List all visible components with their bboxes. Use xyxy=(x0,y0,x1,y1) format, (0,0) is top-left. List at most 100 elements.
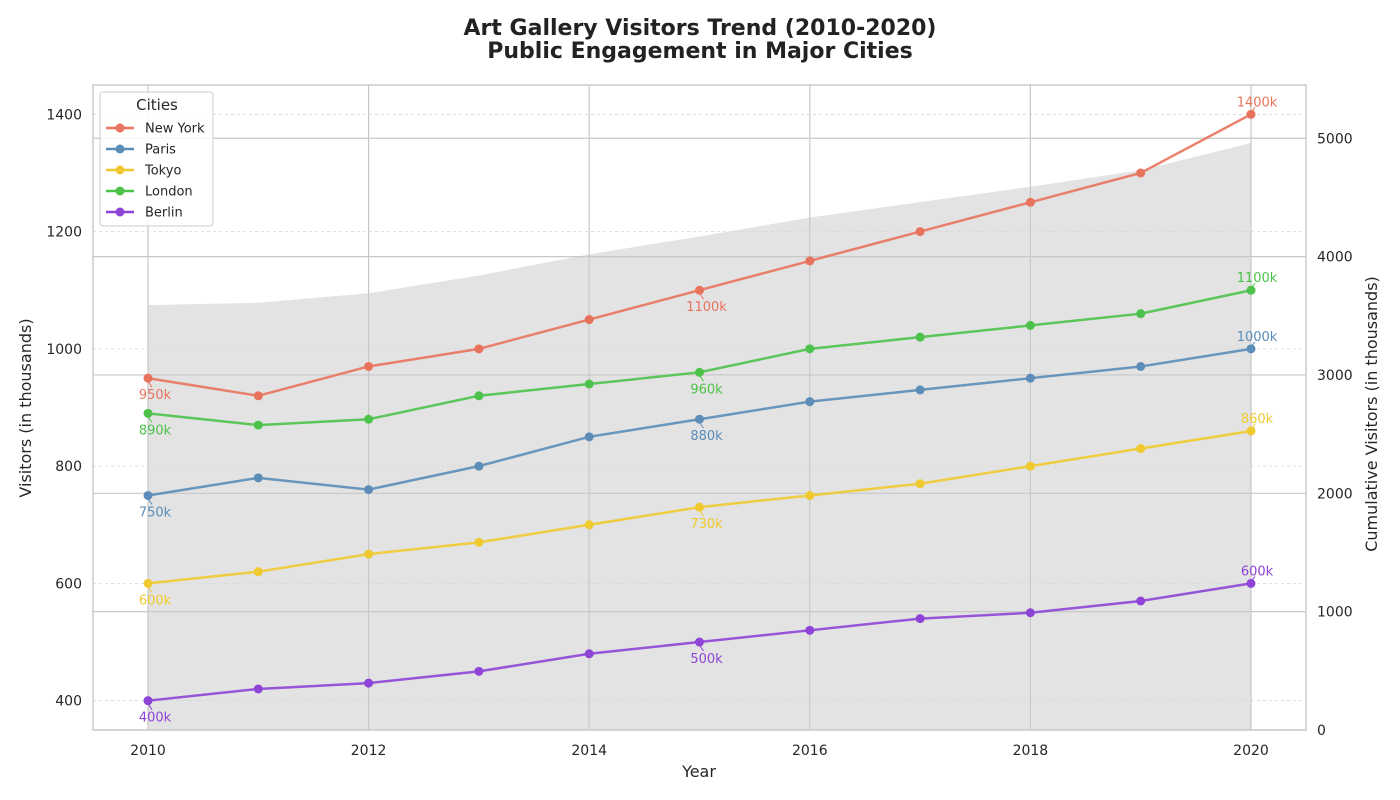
data-point-paris xyxy=(143,490,153,500)
y-tick-label: 1200 xyxy=(46,225,82,241)
y-tick-label: 600 xyxy=(55,576,82,592)
y2-axis-label: Cumulative Visitors (in thousands) xyxy=(1362,276,1381,552)
data-point-new-york xyxy=(1136,168,1146,178)
data-label: 960k xyxy=(690,382,723,397)
data-point-new-york xyxy=(1246,109,1256,119)
data-point-new-york xyxy=(474,344,484,354)
annotation-arrow xyxy=(699,292,704,300)
y2-tick-label: 3000 xyxy=(1317,368,1353,384)
data-point-berlin xyxy=(1246,578,1256,588)
legend-swatch-marker xyxy=(115,144,125,154)
legend-title: Cities xyxy=(136,96,178,114)
data-point-new-york xyxy=(253,391,263,401)
data-point-new-york xyxy=(1025,197,1035,207)
y-axis-label: Visitors (in thousands) xyxy=(16,318,35,497)
data-point-tokyo xyxy=(584,520,594,530)
data-point-berlin xyxy=(1025,608,1035,618)
annotation-arrow xyxy=(1250,107,1256,113)
annotation-arrow xyxy=(1250,341,1256,348)
data-label: 1000k xyxy=(1237,330,1278,345)
data-point-tokyo xyxy=(915,479,925,489)
data-point-new-york xyxy=(584,315,594,325)
data-point-berlin xyxy=(695,637,704,647)
legend: Cities New York Paris Tokyo London Berlin xyxy=(99,91,214,227)
data-point-london xyxy=(253,420,263,430)
annotation-arrow xyxy=(147,498,153,505)
annotation-arrow xyxy=(699,644,704,652)
data-point-new-york xyxy=(143,373,153,383)
annotation-arrow xyxy=(1250,576,1256,582)
annotation-arrow xyxy=(699,421,704,429)
data-label: 500k xyxy=(690,652,723,667)
legend-label-paris: Paris xyxy=(145,143,176,158)
data-point-london xyxy=(915,332,925,342)
data-point-berlin xyxy=(253,684,263,694)
data-point-london xyxy=(1136,309,1146,319)
data-point-london xyxy=(805,344,815,354)
y-tick-label: 1000 xyxy=(46,342,82,358)
annotation-layer: 950k 1100k 1400k 750k 880k 1000k 600k 730k 860k 8… xyxy=(139,95,1278,725)
data-label: 750k xyxy=(139,505,172,520)
y-tick-label: 400 xyxy=(55,694,82,710)
legend-label-berlin: Berlin xyxy=(145,206,183,221)
data-point-tokyo xyxy=(805,490,815,500)
data-label: 860k xyxy=(1241,412,1274,427)
chart-title: Art Gallery Visitors Trend (2010-2020) xyxy=(464,16,937,41)
legend-box xyxy=(99,91,214,227)
data-point-tokyo xyxy=(143,578,153,588)
legend-swatch-marker xyxy=(115,123,125,133)
data-label: 600k xyxy=(1241,564,1274,579)
series-layer xyxy=(143,109,1256,706)
data-point-paris xyxy=(364,485,374,495)
annotation-arrow xyxy=(1250,282,1256,289)
annotation-arrow xyxy=(147,380,153,388)
y2-tick-label: 2000 xyxy=(1317,486,1353,502)
data-label: 890k xyxy=(139,423,172,438)
data-point-london xyxy=(364,414,374,424)
data-label: 880k xyxy=(690,429,723,444)
data-point-london xyxy=(474,391,484,401)
x-tick-label: 2016 xyxy=(792,743,828,759)
data-point-paris xyxy=(805,397,815,407)
data-point-paris xyxy=(695,414,704,424)
data-label: 730k xyxy=(690,517,723,532)
data-label: 1400k xyxy=(1237,95,1278,110)
y-axis-ticks: 400 600 800 1000 1200 1400 xyxy=(46,107,82,709)
data-point-tokyo xyxy=(695,502,704,512)
data-point-tokyo xyxy=(474,537,484,547)
data-point-tokyo xyxy=(364,549,374,559)
y-tick-label: 800 xyxy=(55,459,82,475)
annotation-arrow xyxy=(1250,423,1256,430)
legend-label-tokyo: Tokyo xyxy=(144,164,181,179)
y2-tick-label: 0 xyxy=(1317,723,1326,739)
data-point-paris xyxy=(1246,344,1256,354)
x-axis-label: Year xyxy=(681,762,716,781)
data-point-london xyxy=(1025,320,1035,330)
data-point-berlin xyxy=(143,696,153,706)
data-point-paris xyxy=(253,473,263,483)
annotation-arrow xyxy=(147,703,153,710)
x-axis-ticks: 2010 2012 2014 2016 2018 2020 xyxy=(130,743,1269,759)
data-point-new-york xyxy=(915,227,925,237)
data-point-paris xyxy=(1025,373,1035,383)
data-point-berlin xyxy=(1136,596,1146,606)
data-point-paris xyxy=(915,385,925,395)
annotation-arrow xyxy=(699,375,704,382)
annotation-arrow xyxy=(147,586,153,593)
data-point-tokyo xyxy=(1136,444,1146,454)
data-point-london xyxy=(695,367,704,377)
data-label: 1100k xyxy=(686,300,727,315)
data-point-london xyxy=(143,408,153,418)
y2-tick-label: 4000 xyxy=(1317,250,1353,266)
data-point-berlin xyxy=(474,666,484,676)
data-point-tokyo xyxy=(253,567,263,577)
data-point-london xyxy=(1246,285,1256,295)
data-label: 400k xyxy=(139,711,172,726)
x-tick-label: 2012 xyxy=(351,743,387,759)
data-point-paris xyxy=(584,432,594,442)
data-point-tokyo xyxy=(1246,426,1256,436)
legend-swatch-marker xyxy=(115,165,125,175)
legend-label-london: London xyxy=(145,185,193,200)
chart-subtitle: Public Engagement in Major Cities xyxy=(487,39,912,64)
